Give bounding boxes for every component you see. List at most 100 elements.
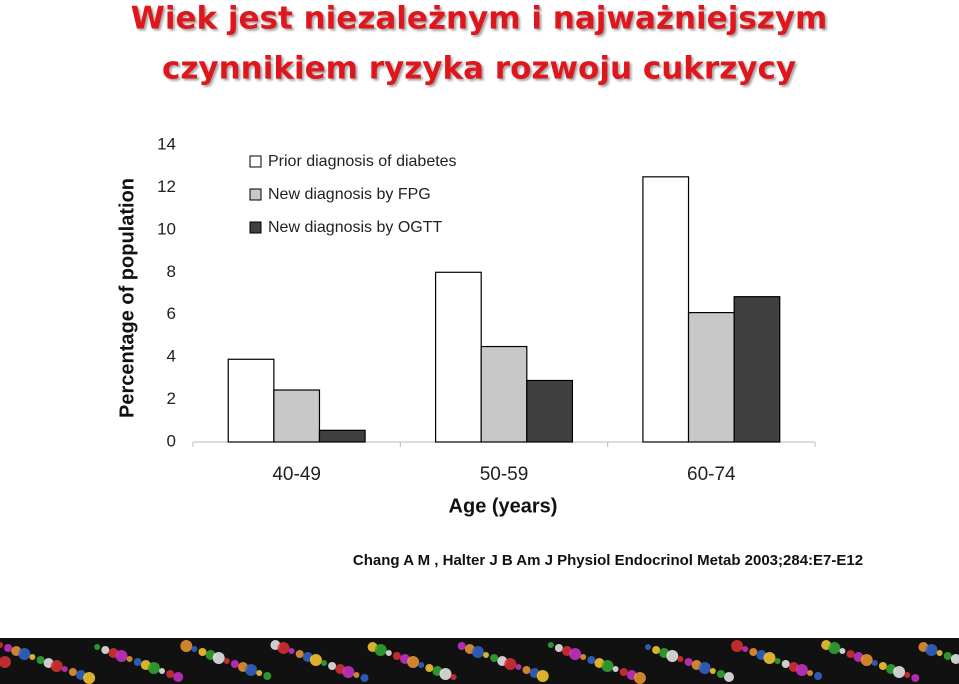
decoration	[147, 662, 160, 674]
decoration	[652, 646, 661, 654]
decoration	[0, 656, 11, 668]
bar	[227, 358, 275, 443]
decoration	[742, 646, 749, 652]
footer-strip	[0, 638, 959, 684]
decoration	[50, 660, 63, 672]
legend-label: Prior diagnosis of diabetes	[268, 153, 457, 170]
decoration	[698, 662, 711, 674]
decoration	[860, 654, 873, 666]
decoration	[36, 656, 45, 664]
decoration	[731, 640, 744, 652]
decoration	[94, 644, 101, 650]
bar	[526, 379, 574, 443]
decoration	[263, 672, 272, 680]
decoration	[716, 670, 725, 678]
decoration	[612, 666, 619, 672]
decoration	[684, 658, 693, 666]
decoration	[4, 644, 13, 652]
decoration	[936, 650, 943, 656]
decoration	[101, 646, 110, 654]
decoration	[677, 656, 684, 662]
legend-swatch	[249, 221, 262, 234]
decoration	[457, 642, 466, 650]
decoration	[385, 650, 392, 656]
decoration	[328, 662, 337, 670]
decoration	[159, 668, 165, 674]
x-tick-label: 60-74	[687, 464, 736, 485]
decoration	[724, 672, 734, 682]
decoration	[943, 652, 952, 660]
legend-swatch	[249, 155, 262, 168]
decoration	[846, 650, 855, 658]
x-axis-label: Age (years)	[449, 495, 558, 517]
y-tick-label: 6	[167, 304, 176, 323]
decoration	[483, 652, 489, 658]
bar	[642, 176, 690, 443]
decoration	[83, 672, 96, 684]
decoration	[763, 652, 776, 664]
decoration	[645, 644, 651, 650]
decoration	[230, 660, 239, 668]
decoration	[166, 670, 175, 678]
decoration	[878, 662, 887, 670]
decoration	[407, 656, 420, 668]
decoration	[893, 666, 906, 678]
decoration	[212, 652, 225, 664]
decoration	[807, 670, 813, 676]
decoration	[425, 664, 434, 672]
decoration	[828, 642, 841, 654]
decoration	[911, 674, 920, 682]
decoration	[18, 648, 31, 660]
decoration	[133, 658, 142, 666]
decoration	[781, 660, 790, 668]
decoration	[515, 664, 522, 670]
decoration	[0, 642, 3, 648]
y-axis-label: Percentage of population	[116, 178, 138, 418]
decoration	[871, 660, 878, 666]
y-tick-label: 2	[167, 389, 176, 408]
x-tick-label: 50-59	[480, 464, 529, 485]
decoration	[601, 660, 614, 672]
bar	[273, 389, 321, 443]
title-line: Wiek jest niezależnym i najważniejszym	[131, 1, 828, 37]
decoration	[342, 666, 355, 678]
source: Chang A M , Halter J B Am J Physiol Endo…	[353, 552, 863, 569]
decoration	[554, 644, 563, 652]
decoration	[418, 662, 425, 668]
decoration	[633, 672, 646, 684]
decoration	[321, 660, 327, 666]
decoration	[709, 668, 716, 674]
decoration	[619, 668, 628, 676]
decoration	[126, 656, 133, 662]
decoration	[666, 650, 679, 662]
decoration	[61, 666, 68, 672]
decoration	[198, 648, 207, 656]
y-tick-label: 14	[157, 134, 176, 153]
decoration	[173, 672, 184, 682]
decoration	[256, 670, 263, 676]
decoration	[774, 658, 781, 664]
decoration	[471, 646, 484, 658]
decoration	[68, 668, 77, 676]
decoration	[587, 656, 596, 664]
decoration	[814, 672, 823, 680]
bar	[434, 271, 482, 443]
decoration	[245, 664, 258, 676]
decoration	[795, 664, 808, 676]
decoration	[450, 674, 457, 680]
legend-label: New diagnosis by OGTT	[268, 219, 443, 236]
decoration	[295, 650, 304, 658]
y-tick-label: 12	[157, 177, 176, 196]
bar	[480, 345, 528, 443]
decoration	[569, 648, 582, 660]
decoration	[839, 648, 846, 654]
decoration	[904, 672, 911, 678]
decoration	[547, 642, 554, 648]
bar	[733, 296, 781, 443]
decoration	[925, 644, 938, 656]
decoration	[29, 654, 36, 660]
decoration	[439, 668, 452, 680]
decoration	[950, 654, 959, 664]
decoration	[490, 654, 499, 662]
